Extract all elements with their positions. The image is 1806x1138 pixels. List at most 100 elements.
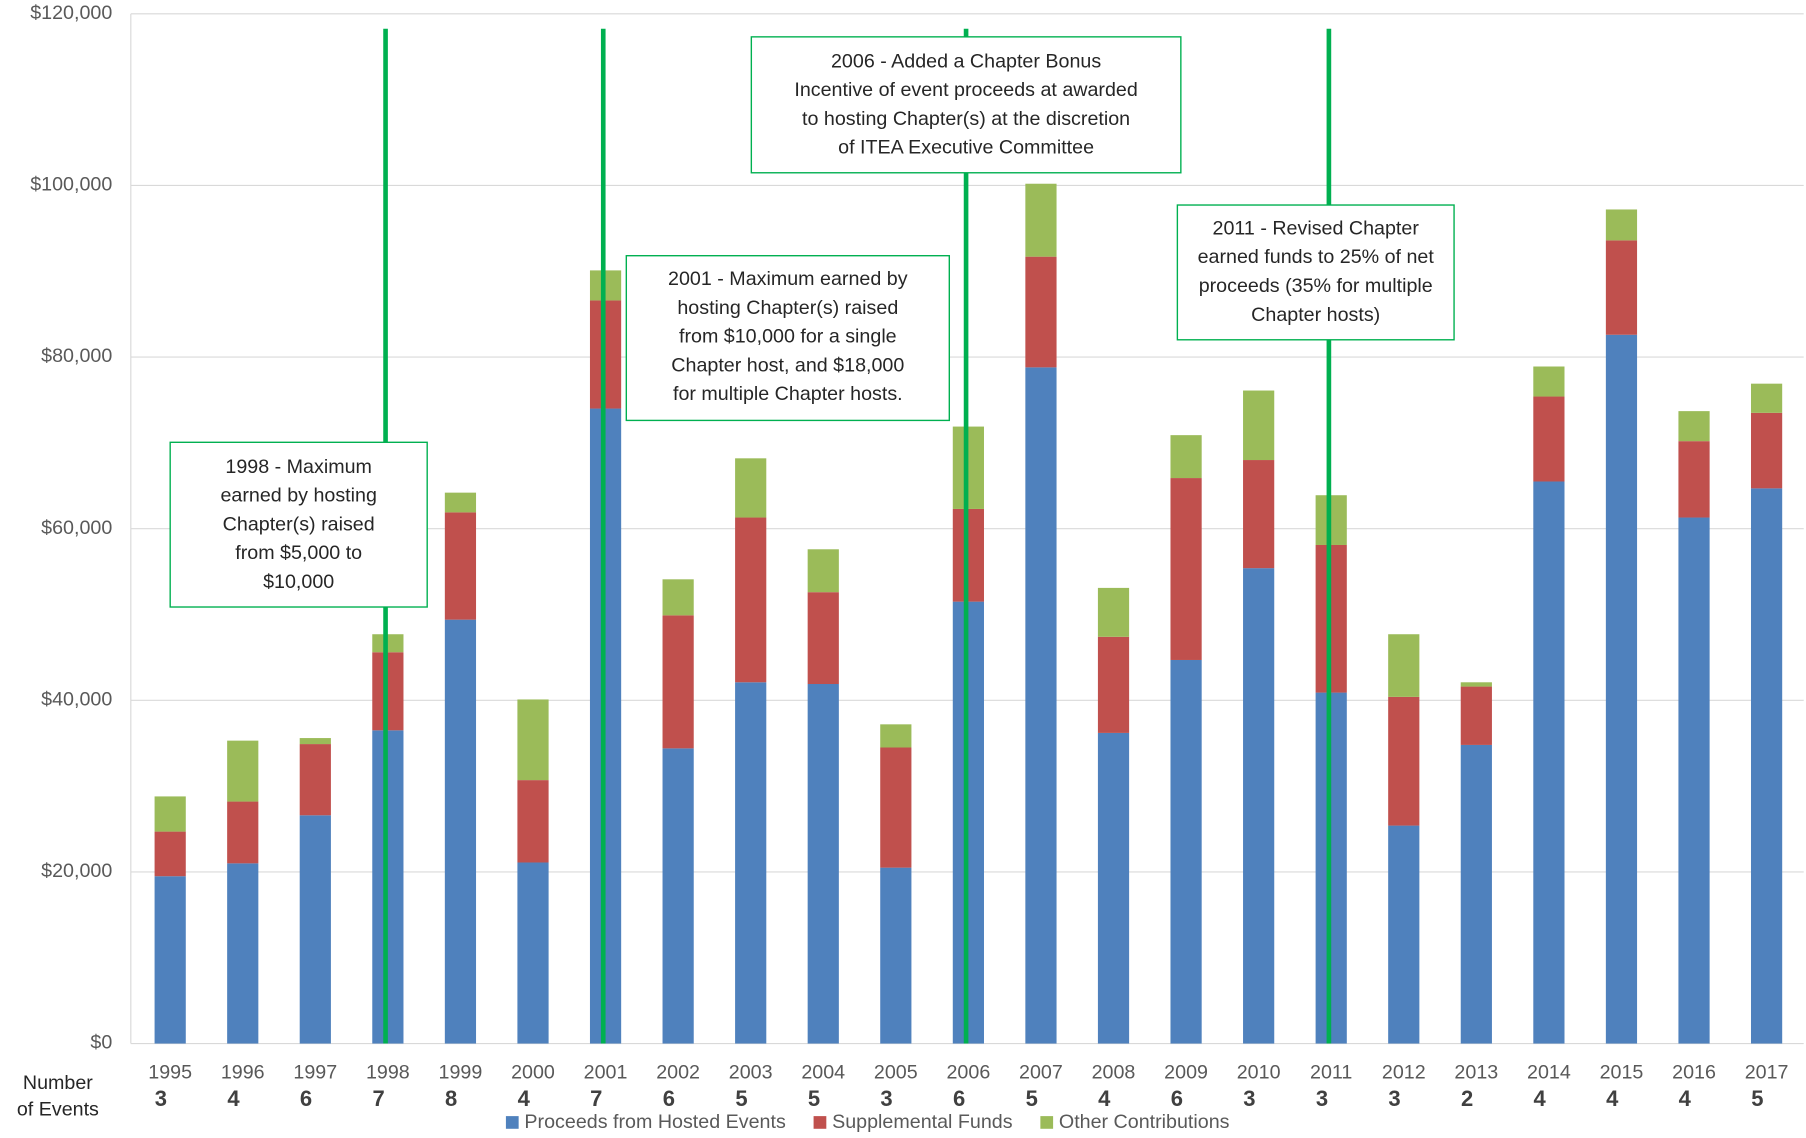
y-tick-label: $60,000: [41, 517, 112, 539]
bar-segment: [517, 780, 549, 863]
bar-segment: [1533, 366, 1565, 397]
event-count: 4: [1534, 1086, 1547, 1111]
bar-segment: [154, 796, 186, 832]
bar-segment: [517, 699, 549, 781]
bar-segment: [952, 426, 984, 509]
bar-segment: [1533, 481, 1565, 1044]
bar-segment: [517, 862, 549, 1044]
annotation-text: of ITEA Executive Committee: [838, 137, 1094, 159]
event-count: 3: [1388, 1086, 1400, 1111]
event-count: 7: [372, 1086, 384, 1111]
bar-segment: [735, 517, 767, 683]
bar-segment: [1388, 825, 1420, 1044]
annotation-text: earned funds to 25% of net: [1198, 246, 1435, 268]
annotation-text: 2001 - Maximum earned by: [668, 268, 908, 290]
annotation-text: hosting Chapter(s) raised: [677, 297, 898, 319]
annotation-text: 2006 - Added a Chapter Bonus: [831, 50, 1101, 72]
bar-segment: [880, 867, 912, 1044]
bar-segment: [952, 508, 984, 602]
bar-segment: [1388, 634, 1420, 697]
x-tick-label: 2001: [584, 1062, 628, 1084]
bar-segment: [735, 682, 767, 1044]
annotation-text: Chapter host, and $18,000: [671, 354, 904, 376]
legend: Proceeds from Hosted Events Supplemental …: [505, 1111, 1230, 1133]
bar-segment: [807, 549, 839, 593]
legend-label: Proceeds from Hosted Events: [524, 1111, 786, 1133]
legend-swatch: [505, 1116, 519, 1129]
bar-segment: [444, 619, 477, 1044]
bar-segment: [662, 579, 694, 616]
bar-segment: [1460, 744, 1492, 1044]
bar-segment: [444, 492, 477, 513]
event-count: 5: [735, 1086, 747, 1111]
bar-segment: [735, 458, 767, 518]
x-tick-label: 2002: [656, 1062, 700, 1084]
bar-segment: [154, 831, 186, 877]
event-count: 4: [518, 1086, 531, 1111]
x-tick-label: 2008: [1092, 1062, 1136, 1084]
x-tick-label: 1996: [221, 1062, 265, 1084]
annotation-text: proceeds (35% for multiple: [1199, 275, 1433, 297]
event-count: 3: [1243, 1086, 1255, 1111]
y-tick-label: $20,000: [41, 860, 112, 882]
bar-segment: [1388, 696, 1420, 826]
bar-segment: [1170, 435, 1202, 479]
annotation-text: 1998 - Maximum: [225, 456, 372, 478]
annotation-text: for multiple Chapter hosts.: [673, 383, 903, 405]
x-tick-label: 1995: [148, 1062, 192, 1084]
annotation-box: [750, 36, 1182, 174]
bar-segment: [880, 747, 912, 868]
bar-segment: [444, 512, 477, 620]
x-tick-label: 2017: [1745, 1062, 1789, 1084]
bar-segment: [807, 592, 839, 685]
event-count: 6: [663, 1086, 675, 1111]
annotation-box: [169, 441, 428, 608]
annotation-text: Chapter(s) raised: [223, 513, 375, 535]
bar-segment: [1750, 488, 1783, 1044]
annotation-text: $10,000: [263, 571, 334, 593]
bar-segment: [1678, 517, 1710, 1044]
bar-segment: [1750, 383, 1783, 413]
bar-segment: [1170, 659, 1202, 1044]
bar-segment: [1678, 441, 1710, 518]
event-count: 7: [590, 1086, 602, 1111]
x-tick-label: 2005: [874, 1062, 918, 1084]
legend-swatch: [1040, 1116, 1054, 1129]
annotation-text: Chapter hosts): [1251, 304, 1380, 326]
event-count: 4: [1606, 1086, 1619, 1111]
bar-segment: [299, 738, 331, 745]
event-count-label: Number: [23, 1072, 93, 1094]
x-tick-label: 1999: [439, 1062, 483, 1084]
legend-label: Other Contributions: [1059, 1111, 1230, 1133]
x-tick-label: 2012: [1382, 1062, 1426, 1084]
bar-segment: [1750, 412, 1783, 489]
event-count: 3: [880, 1086, 892, 1111]
bar-segment: [1243, 460, 1275, 569]
event-count: 6: [1171, 1086, 1183, 1111]
bar-segment: [1605, 209, 1638, 241]
bar-segment: [1025, 256, 1057, 368]
annotation-text: to hosting Chapter(s) at the discretion: [802, 108, 1130, 130]
annotation-text: from $5,000 to: [235, 542, 362, 564]
bar-segment: [1533, 396, 1565, 482]
event-count: 4: [1098, 1086, 1111, 1111]
event-count: 3: [1316, 1086, 1328, 1111]
annotation-text: from $10,000 for a single: [679, 326, 897, 348]
bar-segment: [1243, 390, 1275, 461]
event-count: 5: [808, 1086, 820, 1111]
bar-segment: [1170, 478, 1202, 660]
event-count: 5: [1751, 1086, 1763, 1111]
bar-segment: [1025, 183, 1057, 257]
bar-segment: [154, 876, 186, 1044]
y-tick-label: $40,000: [41, 689, 112, 711]
annotation-box: [625, 255, 951, 422]
event-count: 8: [445, 1086, 457, 1111]
bar-segment: [952, 601, 984, 1044]
y-tick-label: $0: [90, 1032, 112, 1054]
annotation-text: 2011 - Revised Chapter: [1213, 217, 1420, 239]
bar-segment: [1097, 636, 1130, 733]
bar-segment: [1678, 411, 1710, 442]
x-tick-label: 2003: [729, 1062, 773, 1084]
